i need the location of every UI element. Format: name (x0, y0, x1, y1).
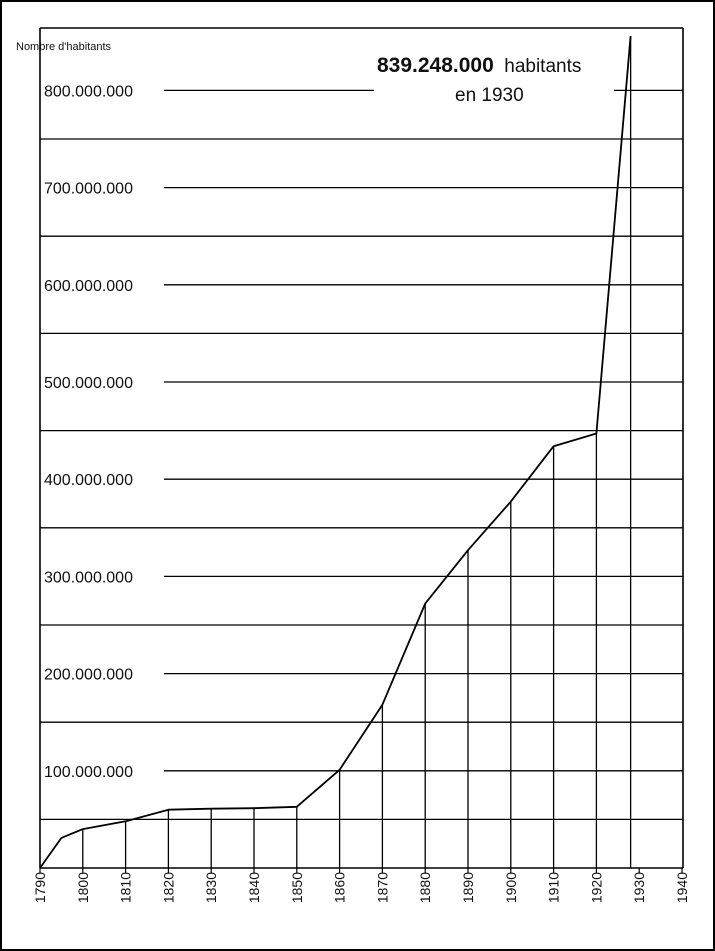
x-tick-label: 1820 (160, 872, 176, 903)
x-tick-label: 1800 (75, 872, 91, 903)
x-tick-label: 1850 (289, 872, 305, 903)
y-tick-labels: 100.000.000 200.000.000 300.000.000 400.000… (44, 83, 133, 780)
x-tick-label: 1830 (203, 872, 219, 903)
population-line (39, 35, 632, 869)
data-drop-lines (82, 35, 632, 868)
y-axis-label: Nombre d'habitants (16, 41, 112, 53)
peak-annotation-value: 839.248.000 (377, 54, 494, 77)
x-tick-label: 1920 (588, 872, 604, 903)
y-tick-label: 200.000.000 (44, 667, 133, 684)
x-tick-label: 1860 (332, 872, 348, 903)
x-tick-label: 1840 (246, 872, 262, 903)
x-tick-label: 1940 (674, 872, 690, 903)
series-group (39, 35, 632, 869)
x-tick-label: 1890 (460, 872, 476, 903)
peak-annotation-text: habitants (504, 56, 581, 77)
x-tick-label: 1870 (374, 872, 390, 903)
y-tick-label: 800.000.000 (44, 83, 133, 100)
x-tick-label: 1930 (631, 872, 647, 903)
y-tick-label: 100.000.000 (44, 764, 133, 781)
y-tick-label: 400.000.000 (44, 472, 133, 489)
x-tick-label: 1900 (503, 872, 519, 903)
x-tick-label: 1910 (546, 872, 562, 903)
peak-annotation-year: en 1930 (455, 85, 524, 106)
x-tick-label: 1790 (32, 872, 48, 903)
axes (39, 27, 684, 873)
y-tick-label: 700.000.000 (44, 181, 133, 198)
y-tick-label: 600.000.000 (44, 278, 133, 295)
x-tick-labels: 1790 1800 1810 1820 1830 1840 1850 1860 1870 1880… (32, 872, 690, 903)
x-tick-label: 1880 (417, 872, 433, 903)
annotation-background (374, 52, 614, 108)
peak-annotation: 839.248.000 habitants (377, 54, 581, 77)
x-tick-label: 1810 (118, 872, 134, 903)
y-tick-label: 500.000.000 (44, 375, 133, 392)
y-tick-label: 300.000.000 (44, 569, 133, 586)
